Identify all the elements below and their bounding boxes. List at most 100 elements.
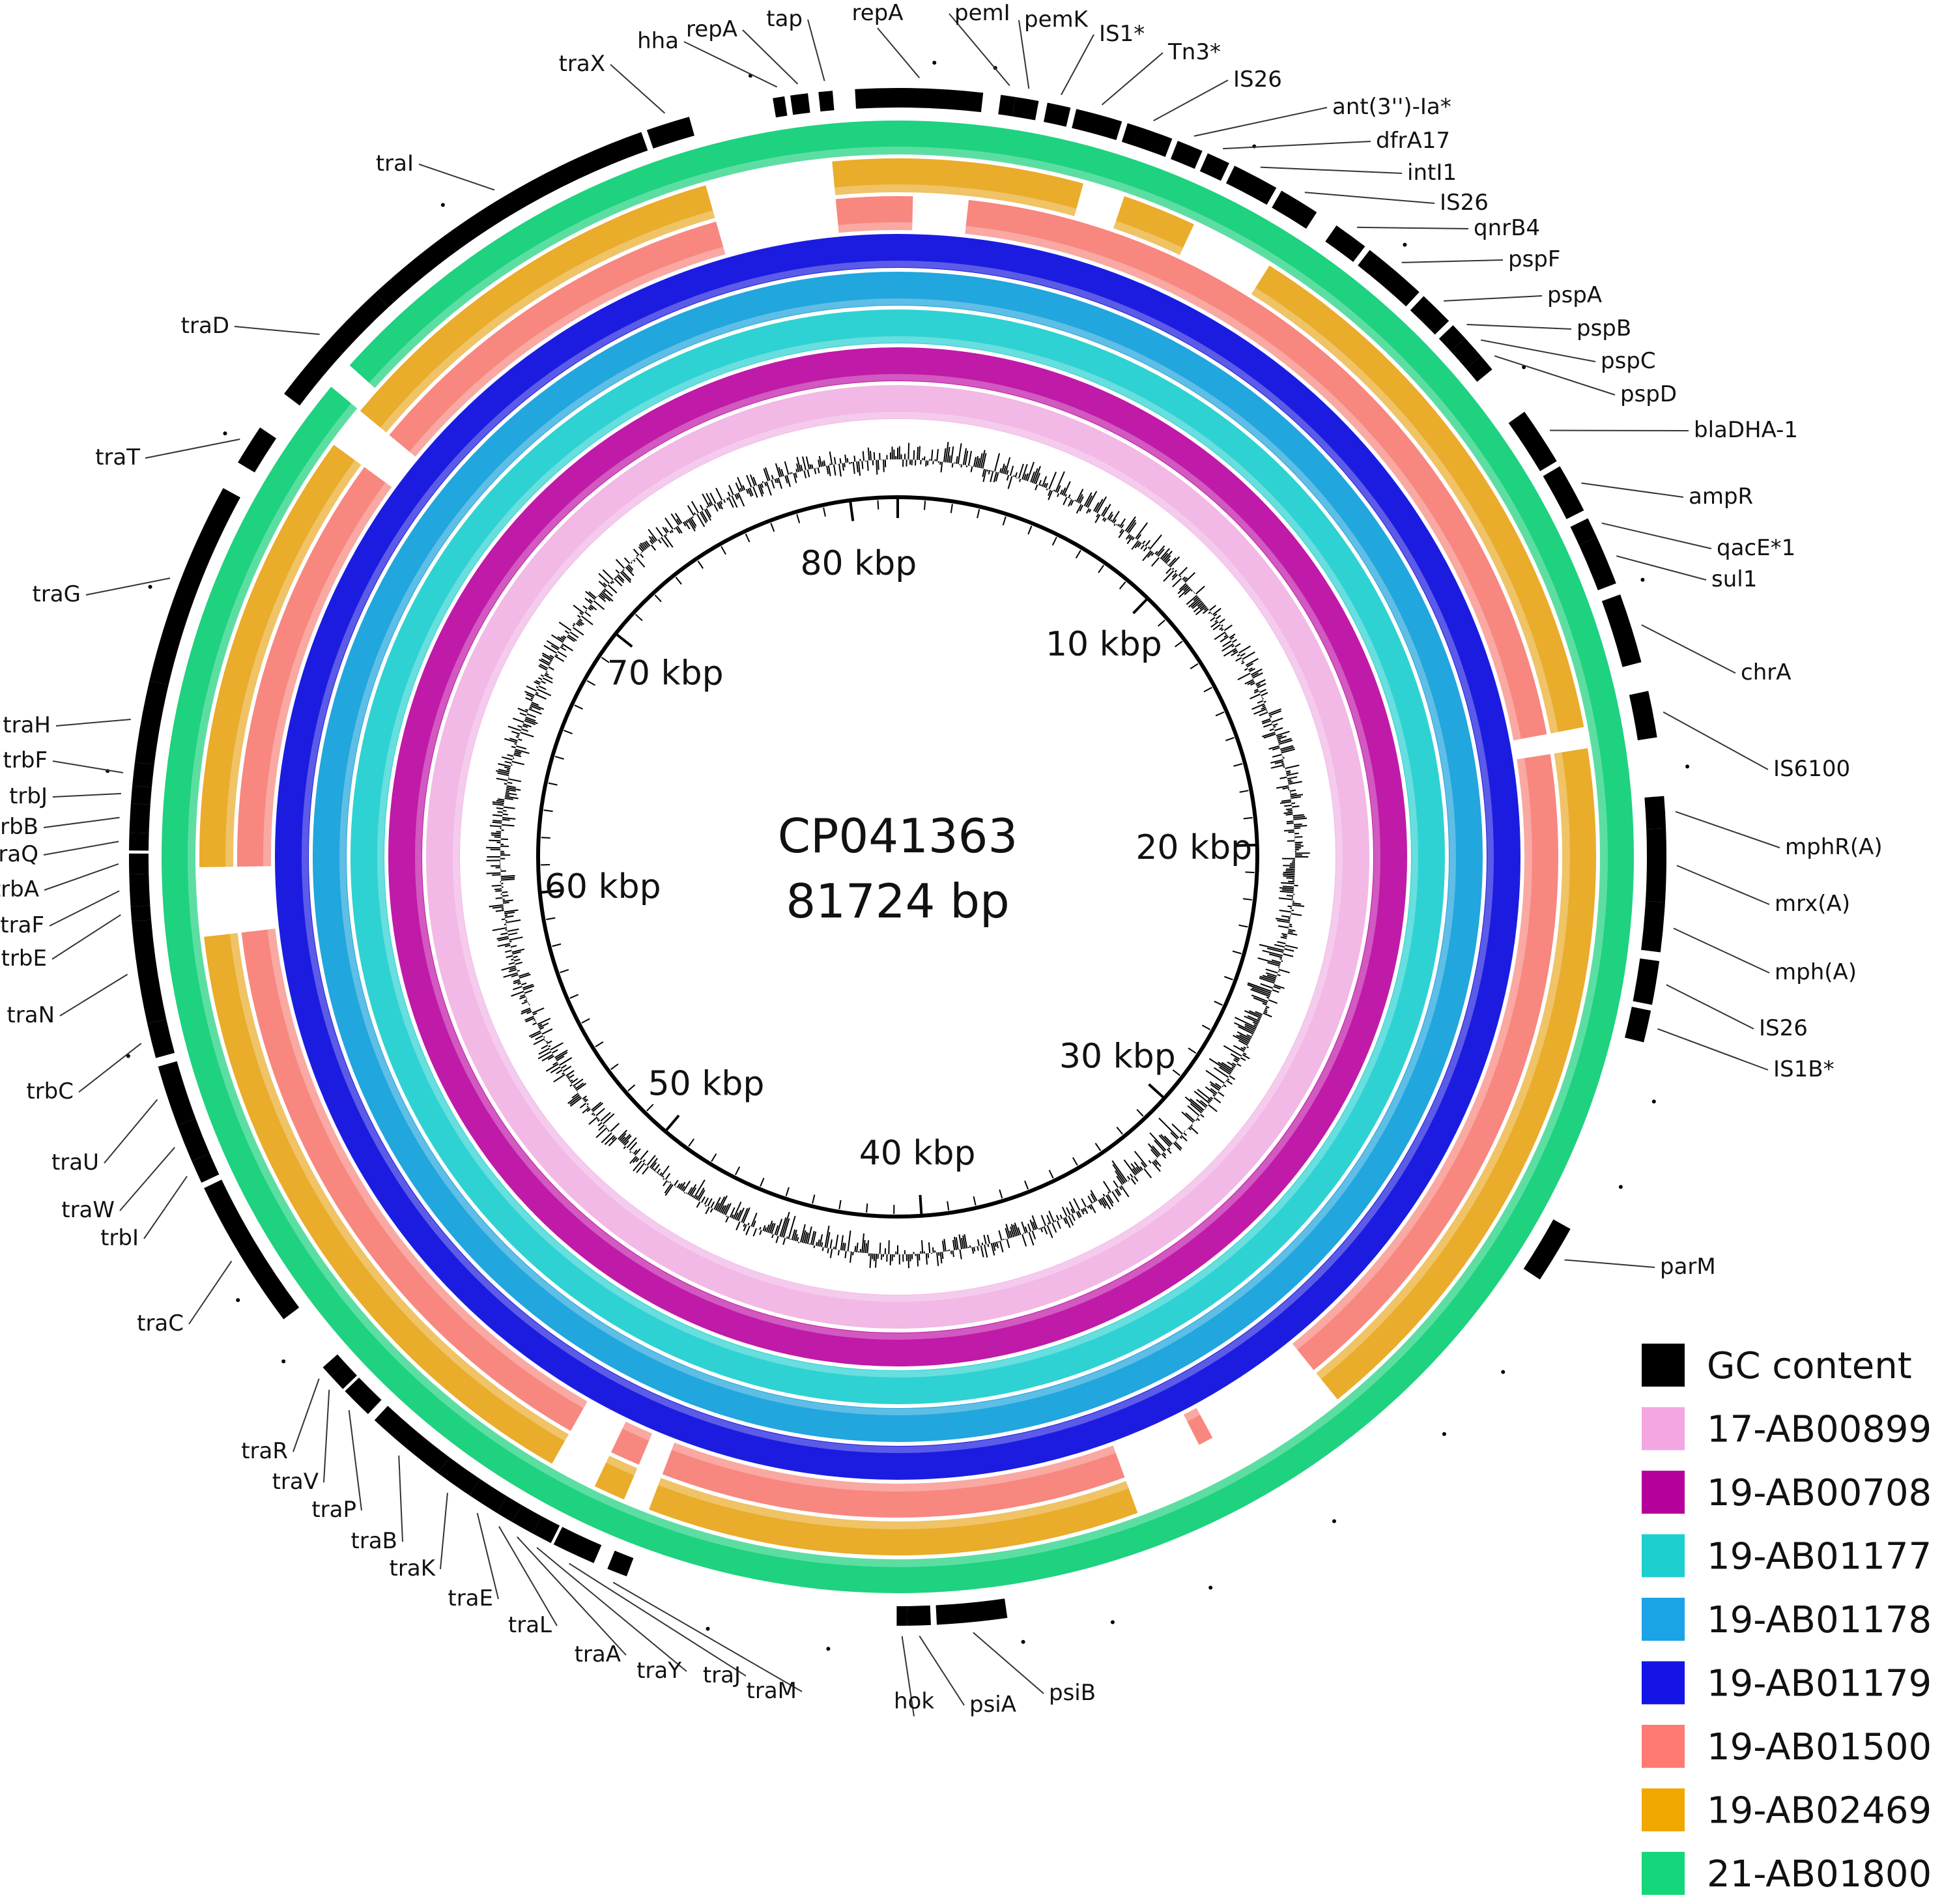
scale-tick: [1132, 597, 1149, 614]
gene-block-traY: [532, 1516, 560, 1544]
scale-tick: [1119, 581, 1126, 590]
ring-19-AB02469: [199, 158, 1596, 1555]
scale-tick: [1201, 1024, 1211, 1031]
gene-marker-dot: [1442, 1432, 1446, 1436]
gene-block-pspA: [1410, 296, 1449, 335]
scale-tick: [654, 594, 662, 603]
gene-label: trbE: [1, 945, 47, 972]
gene-block-IS6100: [1629, 691, 1657, 741]
gene-leader-line: [949, 13, 1010, 87]
gene-label: IS1*: [1099, 21, 1145, 47]
gene-label: repA: [686, 16, 737, 42]
accession-title: CP041363: [778, 809, 1018, 863]
gene-marker-dot: [826, 1647, 831, 1651]
ring-band: [350, 310, 1445, 1404]
scale-tick: [1225, 736, 1235, 742]
legend-label: 19-AB00708: [1707, 1472, 1932, 1514]
gene-block-mph(A): [1641, 901, 1665, 953]
gene-marker-dot: [148, 584, 152, 589]
gene-leader-line: [49, 890, 120, 927]
scale-tick: [1027, 525, 1033, 535]
gene-leader-line: [398, 1455, 403, 1542]
scale-tick: [646, 1104, 654, 1112]
scale-tick: [999, 1189, 1003, 1199]
legend-swatch: [1642, 1344, 1685, 1387]
gene-label: pspA: [1547, 282, 1602, 308]
scale-tick: [973, 1196, 977, 1206]
scale-tick: [950, 504, 953, 513]
gene-label: hha: [637, 28, 679, 54]
gene-leader-line: [1101, 52, 1164, 106]
gene-label: pemK: [1024, 7, 1089, 33]
gene-block-traR: [322, 1354, 345, 1376]
gene-label: traI: [376, 151, 414, 177]
gene-block-IS26: [1633, 958, 1660, 1005]
ring-segment-shade: [835, 184, 1077, 216]
scale-label: 70 kbp: [607, 654, 724, 693]
scale-label: 10 kbp: [1046, 625, 1162, 664]
center-title: CP041363 81724 bp: [778, 809, 1018, 929]
ring-segment: [662, 1442, 1125, 1518]
gene-marker-dot: [1651, 1099, 1656, 1104]
gene-block-pspB: [1438, 325, 1466, 352]
ring-19-AB01178: [313, 272, 1483, 1442]
scale-tick: [546, 917, 556, 921]
scale-tick: [849, 500, 855, 521]
gene-marker-dot: [440, 203, 445, 207]
scale-tick: [1190, 663, 1199, 670]
gene-leader-line: [807, 19, 825, 81]
gene-block-IS26: [1121, 123, 1173, 157]
gene-leader-line: [901, 1636, 915, 1717]
gene-label: IS26: [1440, 190, 1489, 216]
gene-label: traT: [95, 444, 140, 470]
gene-label: pspF: [1508, 246, 1560, 272]
gene-label: hok: [894, 1688, 934, 1714]
gene-block-hha: [773, 96, 788, 118]
gene-block-trbF: [132, 762, 154, 788]
gene-block-chrA: [1601, 594, 1642, 667]
gene-block-traT: [238, 427, 277, 473]
gene-block-traI: [375, 132, 648, 308]
gene-block-trbE: [130, 905, 152, 922]
gene-marker-dot: [1640, 577, 1645, 582]
gene-label: Tn3*: [1167, 39, 1221, 65]
gene-block-mphR(A): [1644, 796, 1666, 829]
scale-tick: [1002, 516, 1007, 526]
gene-marker-dot: [1021, 1639, 1025, 1644]
gene-leader-line: [877, 27, 921, 79]
gene-leader-line: [1494, 355, 1616, 396]
gene-label: chrA: [1741, 659, 1791, 685]
scale-tick: [1094, 1142, 1102, 1151]
gene-block-trbI: [192, 1153, 220, 1183]
ring-band-shade: [453, 412, 1343, 1302]
scale-tick: [1072, 1157, 1078, 1166]
gene-leader-line: [1223, 141, 1371, 150]
ring-band: [313, 272, 1483, 1442]
scale-tick: [1172, 1069, 1180, 1076]
gene-leader-line: [1304, 192, 1435, 204]
ring-segment-shade: [965, 225, 1522, 741]
gc-content-bars: [486, 442, 1310, 1269]
scale-tick: [977, 509, 980, 519]
scale-tick: [760, 1177, 765, 1187]
gene-label: trbC: [26, 1078, 74, 1104]
scale-tick: [823, 507, 826, 517]
legend-label: 21-AB01800: [1707, 1853, 1932, 1896]
scale-tick: [1098, 564, 1105, 573]
ring-segment: [1251, 265, 1584, 734]
gene-leader-line: [348, 1409, 362, 1511]
ring-segment-shade: [1183, 1407, 1201, 1422]
scale-tick: [770, 523, 775, 532]
gene-block-traF: [129, 873, 150, 907]
gene-leader-line: [1018, 20, 1030, 89]
legend-label: GC content: [1707, 1345, 1912, 1387]
gene-label: tap: [766, 6, 803, 32]
ring-band-shade: [377, 336, 1418, 1378]
scale-tick: [1224, 975, 1233, 981]
scale-tick: [635, 614, 643, 622]
scale-tick: [1188, 1047, 1197, 1054]
scale-tick: [552, 943, 562, 947]
ring-segment: [1316, 748, 1596, 1400]
gene-label: qnrB4: [1474, 215, 1540, 241]
